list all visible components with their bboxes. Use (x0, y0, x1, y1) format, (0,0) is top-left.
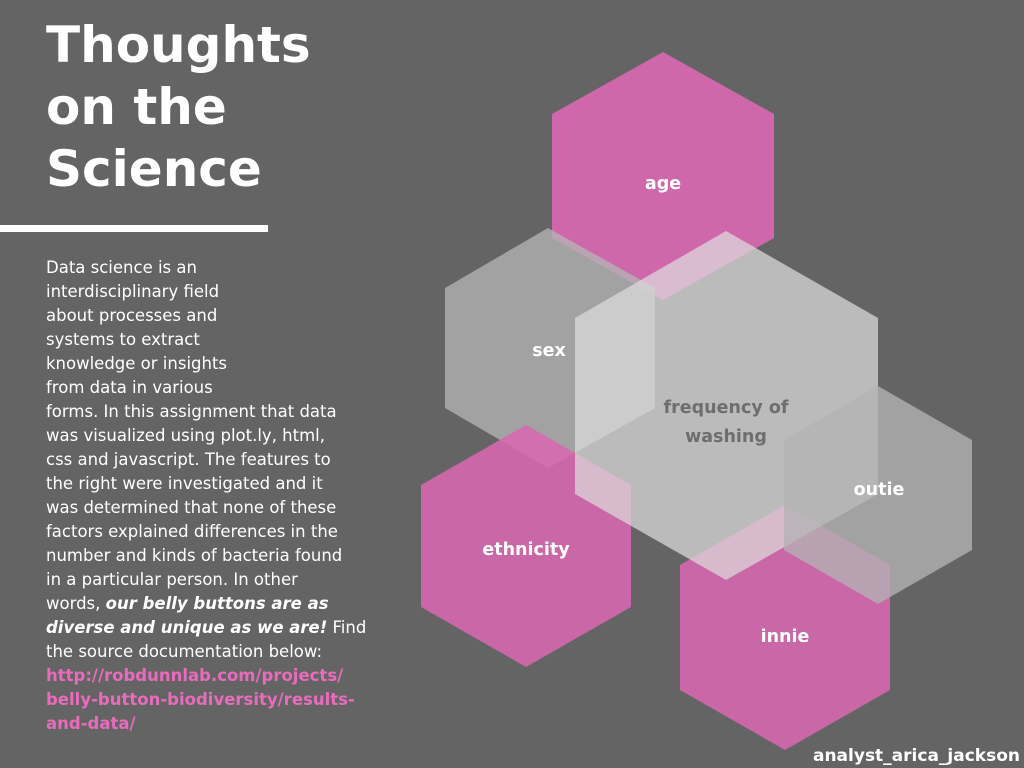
body-line: words, our belly buttons are as (46, 592, 364, 616)
hexagon-label-frequency-line-1: frequency of (664, 398, 789, 418)
body-line: about processes and (46, 306, 218, 325)
title-divider (0, 225, 268, 232)
description-paragraph: Data science is an interdisciplinary fie… (46, 256, 367, 736)
title-line-2: on the (46, 78, 227, 136)
title-line-3: Science (46, 140, 262, 198)
hexagon-label-ethnicity: ethnicity (482, 540, 570, 560)
body-line: Data science is an (46, 258, 197, 277)
hexagon-label-frequency-line-2: washing (685, 427, 767, 447)
body-line: in a particular person. In other (46, 570, 298, 589)
link-line: http://robdunnlab.com/projects/ (46, 666, 344, 685)
body-line: the right were investigated and it (46, 474, 323, 493)
body-line: was determined that none of these (46, 498, 337, 517)
body-line: forms. In this assignment that data (46, 402, 337, 421)
body-line: the source documentation below: (46, 642, 323, 661)
body-line-suffix: Find (327, 618, 367, 637)
page-title: Thoughts on the Science (46, 14, 346, 200)
body-line: was visualized using plot.ly, html, (46, 426, 326, 445)
hexagon-label-innie: innie (761, 627, 810, 647)
body-line: factors explained differences in the (46, 522, 338, 541)
body-line-prefix: words, (46, 594, 106, 613)
body-line: knowledge or insights (46, 354, 228, 373)
body-line: interdisciplinary field (46, 282, 220, 301)
emphasis-text-2: diverse and unique as we are! (46, 618, 328, 637)
hexagon-label-sex: sex (532, 341, 566, 361)
link-line: and-data/ (46, 714, 136, 733)
body-line: diverse and unique as we are! Find (46, 616, 367, 640)
hexagon-outie: outie (784, 386, 972, 604)
hexagon-label-age: age (645, 174, 681, 194)
body-line: from data in various (46, 378, 213, 397)
title-line-1: Thoughts (46, 16, 311, 74)
hexagon-outie-shape (784, 386, 972, 604)
body-line: css and javascript. The features to (46, 450, 331, 469)
source-documentation-link[interactable]: http://robdunnlab.com/projects/ belly-bu… (46, 664, 364, 736)
author-credit: analyst_arica_jackson (812, 746, 1020, 766)
body-line: systems to extract (46, 330, 200, 349)
link-line: belly-button-biodiversity/results- (46, 690, 355, 709)
emphasis-text-1: our belly buttons are as (105, 594, 329, 613)
body-line: number and kinds of bacteria found (46, 546, 343, 565)
hexagon-label-outie: outie (854, 480, 905, 500)
